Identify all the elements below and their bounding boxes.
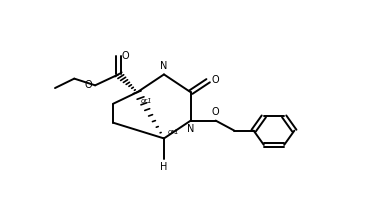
Text: O: O bbox=[212, 107, 219, 117]
Text: O: O bbox=[211, 75, 219, 85]
Text: H: H bbox=[160, 162, 168, 172]
Text: N: N bbox=[187, 124, 195, 134]
Text: or1: or1 bbox=[168, 129, 179, 135]
Text: N: N bbox=[160, 61, 168, 71]
Text: O: O bbox=[122, 51, 129, 61]
Text: O: O bbox=[84, 80, 92, 90]
Text: or1: or1 bbox=[141, 98, 152, 104]
